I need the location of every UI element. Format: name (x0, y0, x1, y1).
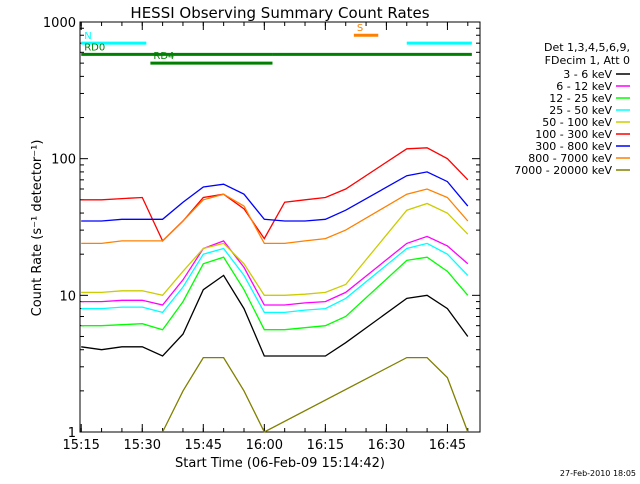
y-tick-label: 1 (68, 426, 76, 441)
series-line (81, 256, 469, 331)
y-tick-label: 1000 (43, 16, 76, 31)
y-axis-label: Count Rate (s⁻¹ detector⁻¹) (30, 140, 45, 317)
y-tick-label: 10 (59, 289, 76, 304)
x-tick-label: 16:30 (368, 438, 405, 453)
series-line (162, 356, 469, 433)
legend-label: 6 - 12 keV (556, 80, 612, 93)
x-axis-label: Start Time (06-Feb-09 15:14:42) (175, 456, 385, 471)
legend-label: 12 - 25 keV (549, 92, 612, 105)
x-tick-label: 15:30 (124, 438, 161, 453)
series-line (81, 202, 469, 297)
legend-label: 100 - 300 keV (535, 128, 612, 141)
timestamp: 27-Feb-2010 18:05 (560, 469, 636, 478)
series-line (81, 242, 469, 314)
chart-title: HESSI Observing Summary Count Rates (130, 4, 429, 22)
series-line (81, 274, 469, 357)
legend-label: 7000 - 20000 keV (514, 164, 612, 177)
x-tick-label: 15:45 (185, 438, 222, 453)
flag-label: RD0 (84, 42, 105, 53)
plot-frame (79, 21, 481, 433)
legend-label: 50 - 100 keV (542, 116, 612, 129)
legend-label: 300 - 800 keV (535, 140, 612, 153)
plot-area: 1 10 100 1000 15:15 15:30 15:45 16:00 16:15 16:30… (43, 16, 481, 453)
flag-label: N (84, 31, 91, 42)
legend-label: 3 - 6 keV (563, 68, 612, 81)
legend-label: 800 - 7000 keV (528, 152, 612, 165)
x-tick-label: 16:15 (307, 438, 344, 453)
legend-label: 25 - 50 keV (549, 104, 612, 117)
x-tick-label: 16:45 (429, 438, 466, 453)
series-line (81, 235, 469, 306)
flag-label: S (357, 23, 363, 34)
flag-label: RD4 (153, 51, 174, 62)
legend-header: Det 1,3,4,5,6,9, (544, 41, 630, 54)
series-line (81, 147, 469, 243)
x-tick-label: 15:15 (62, 438, 99, 453)
y-tick-label: 100 (51, 153, 76, 168)
x-tick-label: 16:00 (246, 438, 283, 453)
legend-header: FDecim 1, Att 0 (545, 54, 630, 67)
legend: Det 1,3,4,5,6,9,FDecim 1, Att 03 - 6 keV… (514, 41, 630, 177)
series-line (81, 171, 469, 222)
series-line (81, 188, 469, 245)
